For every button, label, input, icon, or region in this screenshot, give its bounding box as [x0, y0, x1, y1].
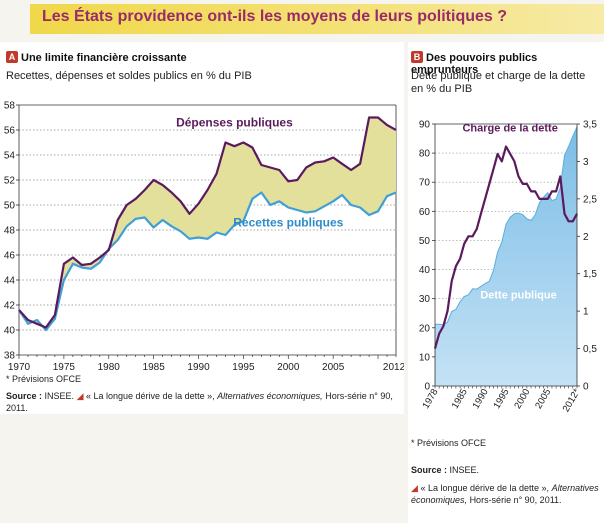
- depenses-label: Dépenses publiques: [176, 115, 293, 129]
- dette-area: [435, 126, 577, 387]
- x-tick-label: 2005: [322, 362, 345, 373]
- x-tick-label: 2012*: [383, 362, 404, 373]
- x-tick-label: 2012*: [561, 387, 583, 414]
- y-tick-label: 44: [4, 276, 16, 287]
- panel-a-title-text: Une limite financière croissante: [21, 52, 187, 64]
- panel-b-title: B Des pouvoirs publics emprunteurs: [411, 51, 604, 76]
- panel-b: B Des pouvoirs publics emprunteurs Dette …: [408, 42, 604, 523]
- y-left-tick-label: 40: [419, 265, 431, 276]
- y-tick-label: 48: [4, 226, 16, 237]
- panel-a-footnote: * Prévisions OFCE: [6, 374, 82, 384]
- source-org: INSEE.: [44, 391, 75, 401]
- panel-a-title: A Une limite financière croissante: [6, 51, 187, 64]
- y-right-tick-label: 3,5: [583, 120, 597, 131]
- source-b-issue: Hors-série n° 90, 2011.: [469, 495, 562, 505]
- y-right-tick-label: 0,5: [583, 344, 597, 355]
- x-tick-label: 1985: [450, 387, 470, 411]
- y-left-tick-label: 70: [419, 178, 431, 189]
- source-publication: Alternatives économiques,: [217, 391, 323, 401]
- depenses-line: [18, 116, 397, 329]
- charge-label: Charge de la dette: [462, 122, 557, 134]
- panel-a-subtitle: Recettes, dépenses et soldes publics en …: [6, 70, 252, 82]
- y-tick-label: 42: [4, 301, 16, 312]
- x-tick-label: 1995: [232, 362, 255, 373]
- x-tick-label: 1980: [98, 362, 121, 373]
- page-title: Les États providence ont-ils les moyens …: [42, 8, 508, 25]
- panel-a-source: Source : INSEE. ◢ « La longue dérive de …: [6, 390, 404, 414]
- y-tick-label: 38: [4, 351, 16, 362]
- panel-b-footnote: * Prévisions OFCE: [411, 438, 487, 448]
- y-tick-label: 56: [4, 126, 16, 137]
- panel-b-letter: B: [411, 51, 423, 63]
- x-tick-label: 1990: [187, 362, 210, 373]
- y-tick-label: 46: [4, 251, 16, 262]
- y-right-tick-label: 3: [583, 157, 589, 168]
- charge-line: [433, 145, 578, 349]
- source-triangle-icon: ◢: [76, 391, 84, 401]
- deficit-area: [19, 117, 396, 330]
- source-b-org: INSEE.: [449, 465, 480, 475]
- dette-label: Dette publique: [480, 290, 556, 302]
- y-left-tick-label: 90: [419, 120, 431, 131]
- source-quote: « La longue dérive de la dette »,: [86, 391, 215, 401]
- panel-b-source: Source : INSEE.: [411, 464, 479, 476]
- y-tick-label: 50: [4, 201, 16, 212]
- x-tick-label: 1995: [492, 387, 512, 411]
- x-tick-label: 1970: [8, 362, 31, 373]
- x-tick-label: 2000: [512, 387, 532, 411]
- x-tick-label: 2000: [277, 362, 300, 373]
- title-banner: [30, 4, 604, 34]
- y-right-tick-label: 1: [583, 307, 589, 318]
- y-left-tick-label: 20: [419, 323, 431, 334]
- recettes-label: Recettes publiques: [233, 215, 343, 229]
- recettes-line: [18, 191, 397, 332]
- source-b-quote: « La longue dérive de la dette »,: [420, 483, 550, 493]
- source-b-triangle-icon: ◢: [411, 483, 418, 493]
- y-left-tick-label: 80: [419, 149, 431, 160]
- source-issue: Hors-série n° 90, 2011.: [6, 391, 393, 413]
- dette-line: [435, 126, 578, 326]
- y-tick-label: 58: [4, 101, 16, 112]
- x-tick-label: 1990: [471, 387, 491, 411]
- y-tick-label: 40: [4, 326, 16, 337]
- panel-b-title-text: Des pouvoirs publics emprunteurs: [411, 52, 538, 76]
- panel-b-ref: ◢ « La longue dérive de la dette », Alte…: [411, 482, 599, 506]
- y-left-tick-label: 60: [419, 207, 431, 218]
- source-b-label: Source :: [411, 465, 448, 475]
- y-left-tick-label: 50: [419, 236, 431, 247]
- source-label: Source :: [6, 391, 43, 401]
- panel-b-subtitle-2: en % du PIB: [411, 83, 473, 95]
- source-b-publication: Alternatives: [551, 483, 599, 493]
- y-left-tick-label: 10: [419, 352, 431, 363]
- panel-a-letter: A: [6, 51, 18, 63]
- y-left-tick-label: 0: [424, 382, 430, 393]
- y-tick-label: 52: [4, 176, 16, 187]
- source-b-publication-2: économiques,: [411, 495, 468, 505]
- y-tick-label: 54: [4, 151, 16, 162]
- chart-a: 38 40 42 44 46 48 50 52 54 56 58 1970 1975 1980 1985 19…: [4, 101, 404, 374]
- y-right-tick-label: 1,5: [583, 269, 597, 280]
- y-left-tick-label: 30: [419, 294, 431, 305]
- panel-a: A Une limite financière croissante Recett…: [0, 42, 404, 414]
- x-tick-label: 1975: [53, 362, 76, 373]
- y-right-tick-label: 2: [583, 232, 589, 243]
- y-right-tick-label: 2,5: [583, 194, 597, 205]
- y-right-tick-label: 0: [583, 382, 589, 393]
- panel-b-subtitle-1: Dette publique et charge de la dette: [411, 70, 586, 82]
- x-tick-label: 1985: [143, 362, 166, 373]
- x-tick-label: 2005: [533, 387, 553, 411]
